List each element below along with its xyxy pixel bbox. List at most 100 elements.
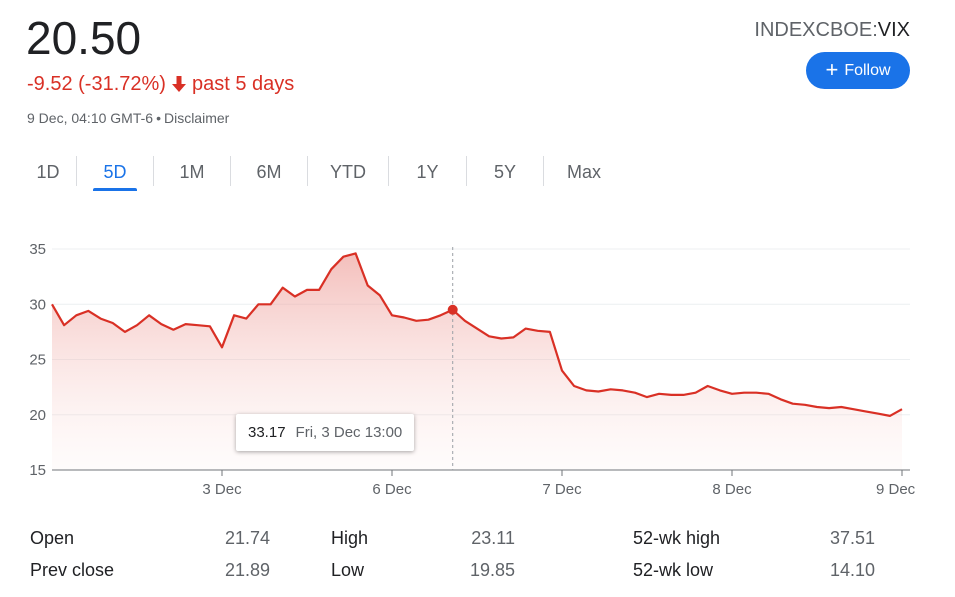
price-line (51, 252, 903, 417)
data-point (379, 294, 381, 296)
tab-divider (230, 156, 231, 186)
tab-label: 1M (179, 161, 205, 182)
chart-axes: 35 30 25 20 15 3 Dec 6 Dec 7 Dec 8 Dec 9 Dec (29, 241, 915, 498)
data-point (646, 396, 648, 398)
data-point (524, 327, 526, 329)
stat-prev-close: Prev close 21.89 (30, 560, 270, 581)
data-point (561, 369, 563, 371)
data-point (634, 391, 636, 393)
data-point (840, 406, 842, 408)
tab-1y[interactable]: 1Y (389, 156, 466, 188)
data-point (148, 314, 150, 316)
tab-1d[interactable]: 1D (20, 156, 76, 188)
tab-label: 5Y (493, 161, 517, 182)
data-point (622, 389, 624, 391)
y-tick-label: 35 (29, 241, 46, 258)
tab-5d[interactable]: 5D (77, 156, 153, 191)
data-point (197, 324, 199, 326)
data-point (743, 391, 745, 393)
data-point (585, 389, 587, 391)
follow-label: Follow (844, 61, 891, 79)
tab-label: 1D (36, 161, 60, 182)
stat-value: 37.51 (829, 528, 875, 548)
y-tick-label: 20 (29, 407, 46, 424)
stat-52wk-high: 52-wk high 37.51 (633, 528, 875, 549)
data-point (889, 415, 891, 417)
data-point (719, 389, 721, 391)
data-point (160, 323, 162, 325)
data-point (658, 393, 660, 395)
y-tick-label: 30 (29, 296, 46, 313)
symbol-label: VIX (877, 19, 910, 41)
stat-value: 21.74 (224, 528, 270, 548)
data-point (682, 394, 684, 396)
data-point (172, 328, 174, 330)
stat-value: 19.85 (469, 560, 515, 580)
data-point (124, 331, 126, 333)
x-tick-label: 6 Dec (372, 481, 412, 498)
data-point (51, 303, 53, 305)
tab-label: 6M (256, 161, 282, 182)
change-value: -9.52 (-31.72%) (27, 73, 166, 95)
meta-separator: • (156, 110, 161, 126)
data-point (537, 330, 539, 332)
data-point (549, 331, 551, 333)
data-point (512, 336, 514, 338)
x-tick-label: 3 Dec (202, 481, 242, 498)
tab-6m[interactable]: 6M (231, 156, 307, 188)
y-tick-label: 25 (29, 352, 46, 369)
stat-high: High 23.11 (331, 528, 515, 549)
tab-label: Max (566, 161, 601, 182)
data-point (75, 314, 77, 316)
data-point (415, 320, 417, 322)
tab-1m[interactable]: 1M (154, 156, 230, 188)
stat-label: Low (331, 560, 365, 580)
data-point (209, 325, 211, 327)
x-tick-label: 8 Dec (712, 481, 752, 498)
data-point (136, 324, 138, 326)
plus-icon: + (825, 56, 839, 82)
data-point (476, 327, 478, 329)
follow-button[interactable]: + Follow (806, 52, 910, 89)
data-point (864, 410, 866, 412)
data-point (500, 337, 502, 339)
data-point (707, 385, 709, 387)
data-point (573, 385, 575, 387)
chart-tooltip: 33.17 Fri, 3 Dec 13:00 (236, 414, 415, 451)
stat-label: 52-wk low (633, 560, 714, 580)
data-point (427, 319, 429, 321)
data-point (233, 314, 235, 316)
data-point (245, 317, 247, 319)
stat-value: 21.89 (224, 560, 270, 580)
arrow-down-icon (171, 76, 186, 92)
data-point (670, 394, 672, 396)
data-point (767, 393, 769, 395)
tab-ytd[interactable]: YTD (308, 156, 388, 188)
tab-label: 5D (103, 161, 127, 182)
data-point (184, 323, 186, 325)
data-point (318, 289, 320, 291)
price-chart[interactable]: 35 30 25 20 15 3 Dec 6 Dec 7 Dec 8 Dec 9 Dec (0, 225, 955, 515)
data-point (816, 406, 818, 408)
data-point (306, 289, 308, 291)
tab-max[interactable]: Max (544, 156, 624, 188)
data-point (294, 295, 296, 297)
tab-5y[interactable]: 5Y (467, 156, 543, 188)
stat-52wk-low: 52-wk low 14.10 (633, 560, 875, 581)
data-point (342, 256, 344, 258)
stat-open: Open 21.74 (30, 528, 270, 549)
data-point (597, 390, 599, 392)
disclaimer-link[interactable]: Disclaimer (163, 110, 230, 126)
data-point (901, 408, 903, 410)
hover-point (447, 304, 458, 315)
data-point (269, 303, 271, 305)
stat-label: 52-wk high (633, 528, 721, 548)
stat-label: Open (30, 528, 75, 548)
tab-divider (307, 156, 308, 186)
current-price: 20.50 (26, 12, 142, 64)
data-point (852, 408, 854, 410)
data-point (877, 412, 879, 414)
data-point (792, 403, 794, 405)
change-period: past 5 days (191, 73, 295, 95)
tab-divider (543, 156, 544, 186)
